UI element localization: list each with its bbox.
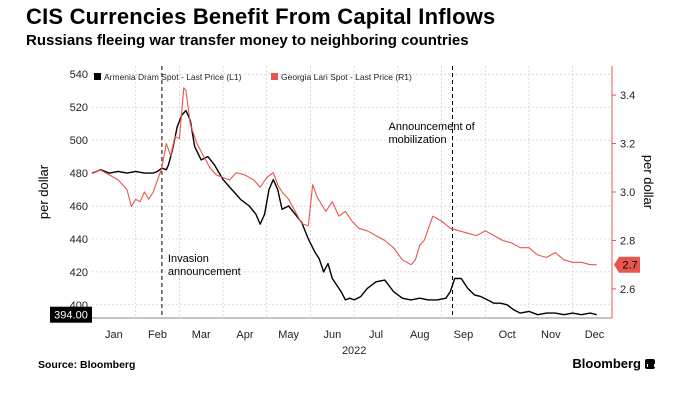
annotation-text: Invasion [168,253,209,265]
y-left-tick-label: 460 [70,201,88,213]
brand-logo: Bloomberg [572,356,655,371]
y-left-tick-label: 480 [70,168,88,180]
y-left-tick-label: 540 [70,69,88,81]
y-right-tick-label: 3.0 [620,187,635,199]
y-right-tick-label: 2.6 [620,284,635,296]
y-left-tick-label: 420 [70,267,88,279]
legend-label-georgia: Georgia Lari Spot - Last Price (R1) [281,72,412,82]
y-left-tick-label: 440 [70,234,88,246]
legend-swatch-armenia [94,73,101,80]
x-tick-label: Jul [369,329,383,341]
x-tick-label: Aug [410,329,430,341]
legend-label-armenia: Armenia Dram Spot - Last Price (L1) [104,72,242,82]
y-right-tick-label: 3.2 [620,139,635,151]
armenia-dram-line [91,109,597,316]
page-title: CIS Currencies Benefit From Capital Infl… [26,4,496,29]
annotation-text: Announcement of [389,121,476,133]
y-right-tick-label: 3.4 [620,90,635,102]
legend[interactable]: Armenia Dram Spot - Last Price (L1) Georg… [94,72,412,82]
last-value-badge-right-bg [614,256,640,273]
annotation-text: announcement [168,266,241,278]
x-tick-label: Jan [105,329,123,341]
x-tick-label: Feb [148,329,167,341]
grid [92,66,612,318]
x-tick-label: Nov [541,329,561,341]
last-value-badge-left-bg [50,306,92,323]
x-axis-year-label: 2022 [342,345,366,357]
legend-swatch-georgia [271,73,278,80]
y-right-tick-label: 2.8 [620,235,635,247]
y-right-axis-title: per dollar [641,155,656,210]
brand-name: Bloomberg [572,356,641,371]
x-tick-label: Dec [585,329,605,341]
last-value-badge-left: 394.00 [54,310,88,322]
x-tick-label: Apr [236,329,253,341]
page-subtitle: Russians fleeing war transfer money to n… [26,32,469,49]
y-left-tick-label: 520 [70,102,88,114]
last-value-badges: 394.00 2.7 [50,256,640,323]
annotation-text: mobilization [389,134,447,146]
y-left-axis-title: per dollar [36,164,51,219]
y-left-tick-label: 500 [70,135,88,147]
x-tick-label: Mar [192,329,211,341]
x-tick-label: May [278,329,299,341]
source-note: Source: Bloomberg [38,359,136,371]
georgia-lari-line [91,87,597,266]
x-tick-label: Oct [499,329,516,341]
series-lines [91,87,597,316]
last-value-badge-right: 2.7 [622,260,637,272]
x-tick-label: Sep [454,329,474,341]
bloomberg-chart-icon [645,358,655,369]
x-tick-label: Jun [323,329,341,341]
